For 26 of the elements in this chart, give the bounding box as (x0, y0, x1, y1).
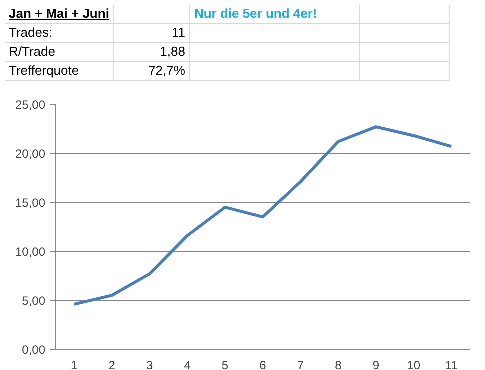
y-tick-label: 0,00 (22, 343, 46, 357)
text: 11 (114, 24, 190, 42)
x-tick-label: 10 (407, 358, 421, 370)
y-tick-label: 20,00 (15, 147, 46, 161)
x-tick-label: 9 (372, 358, 380, 370)
x-tick-label: 11 (445, 358, 458, 370)
x-tick-label: 7 (297, 358, 304, 370)
text: Trades: (5, 24, 114, 42)
y-tick-label: 10,00 (15, 245, 46, 259)
x-tick-label: 2 (108, 358, 116, 370)
text: Trefferquote (5, 62, 114, 80)
x-tick-label: 5 (222, 358, 229, 370)
text: 72,7% (114, 62, 190, 80)
x-tick-label: 6 (260, 358, 267, 370)
x-tick-label: 4 (184, 358, 192, 370)
x-tick-label: 8 (335, 358, 342, 370)
y-tick-label: 5,00 (22, 294, 46, 308)
x-tick-label: 1 (71, 358, 78, 370)
y-tick-label: 15,00 (15, 196, 46, 210)
text: R/Trade (5, 42, 114, 62)
line-series (72, 126, 454, 306)
x-tick-label: 3 (146, 358, 154, 370)
text: 1,88 (114, 42, 190, 62)
y-tick-label: 25,00 (15, 98, 46, 112)
text: Nur die 5er und 4er! (190, 5, 360, 24)
chart-title: Jan + Mai + Juni (5, 5, 114, 24)
